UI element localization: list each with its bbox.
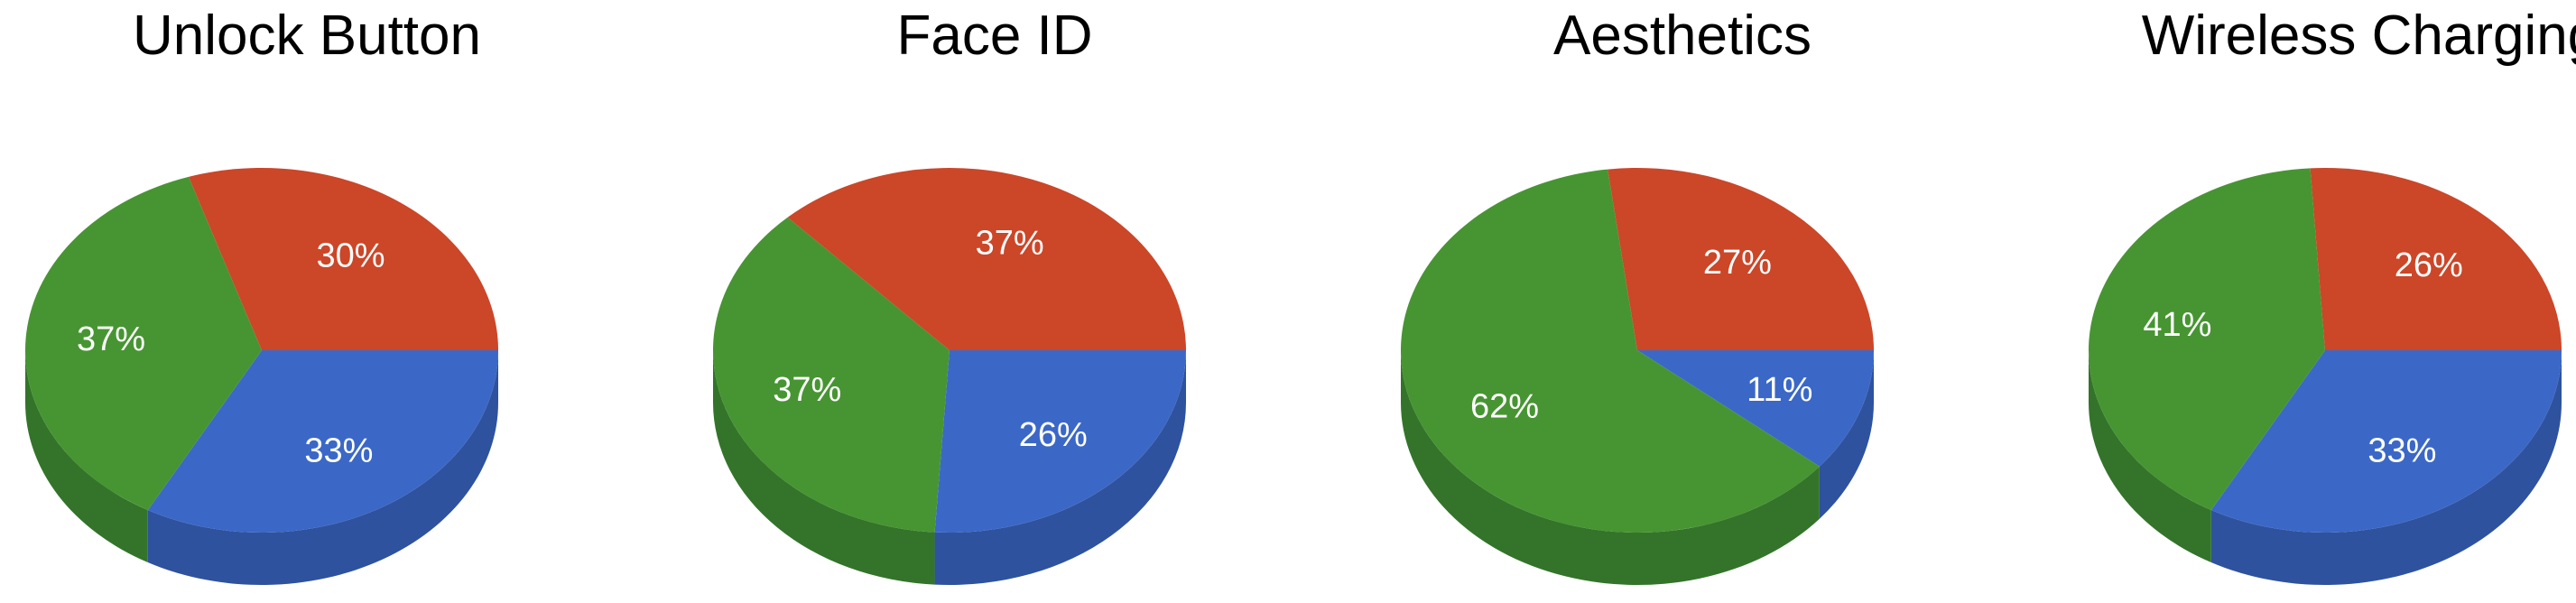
pie-slice-side [2210,350,2562,586]
pie-side-walls [2089,350,2562,586]
pie-slice [147,350,499,533]
pie-slice [713,217,950,533]
pie-slice-label: 62% [1470,387,1539,425]
pie-slice [934,350,1186,533]
pie-slices [2089,168,2562,533]
pie-slice [1608,168,1874,350]
pie-slice-label: 27% [1703,244,1772,282]
chart-title: Unlock Button [133,5,481,67]
pie-slice [787,168,1186,350]
pie-slices [713,168,1186,533]
pie-slice-label: 33% [304,431,373,469]
pie-labels: 11% 62% 27% [1470,244,1812,425]
pie-side-walls [25,350,499,586]
pie-slice-label: 33% [2368,431,2436,469]
pie-slice [1637,350,1874,467]
pie-slice-label: 11% [1747,371,1812,409]
pie-slice-side [713,350,935,585]
pie-slice [2210,350,2562,533]
pie-slice-side [1819,350,1874,519]
pie-chart-wireless-charging: Wireless Charging 33% 41% 26% [2027,0,2576,603]
pie-chart-aesthetics: Aesthetics 11% 62% 27% [1339,0,2025,603]
pie-slice-label: 26% [1019,416,1088,454]
pie-labels: 33% 37% 30% [77,237,385,469]
pie-slices [24,168,499,533]
pie-slice-side [25,350,148,563]
pie-slice-label: 37% [77,320,145,358]
pie-slice-label: 37% [976,224,1044,262]
chart-title: Wireless Charging [2141,5,2576,67]
pie-slice-label: 30% [317,237,385,274]
pie-chart-svg: 33% 41% 26% [2089,168,2562,586]
pie-slice-side [934,350,1186,585]
pie-slice [2310,168,2562,350]
pie-chart-face-id: Face ID 26% 37% 37% [652,0,1338,603]
pie-slices [1400,168,1874,533]
pie-chart-svg: 11% 62% 27% [1400,168,1874,585]
pie-slice-side [1401,350,1820,585]
chart-title: Aesthetics [1552,5,1812,67]
pie-slice-label: 41% [2143,306,2211,344]
pie-slice [24,176,262,511]
pie-chart-svg: 33% 37% 30% [24,168,499,586]
pie-slice [1400,169,1820,533]
pie-side-walls [713,350,1186,585]
pie-slice [189,168,499,350]
chart-title: Face ID [896,5,1093,67]
pie-slice [2089,168,2325,511]
pie-side-walls [1401,350,1874,585]
pie-labels: 33% 41% 26% [2143,246,2462,470]
pie-chart-unlock-button: Unlock Button 33% 37% 30% [0,0,650,603]
pie-slice-label: 26% [2395,246,2463,284]
pie-slice-label: 37% [773,371,841,409]
pie-slice-side [2089,350,2211,563]
pie-chart-svg: 26% 37% 37% [713,168,1186,585]
pie-slice-side [147,350,499,586]
pie-labels: 26% 37% 37% [773,224,1088,454]
